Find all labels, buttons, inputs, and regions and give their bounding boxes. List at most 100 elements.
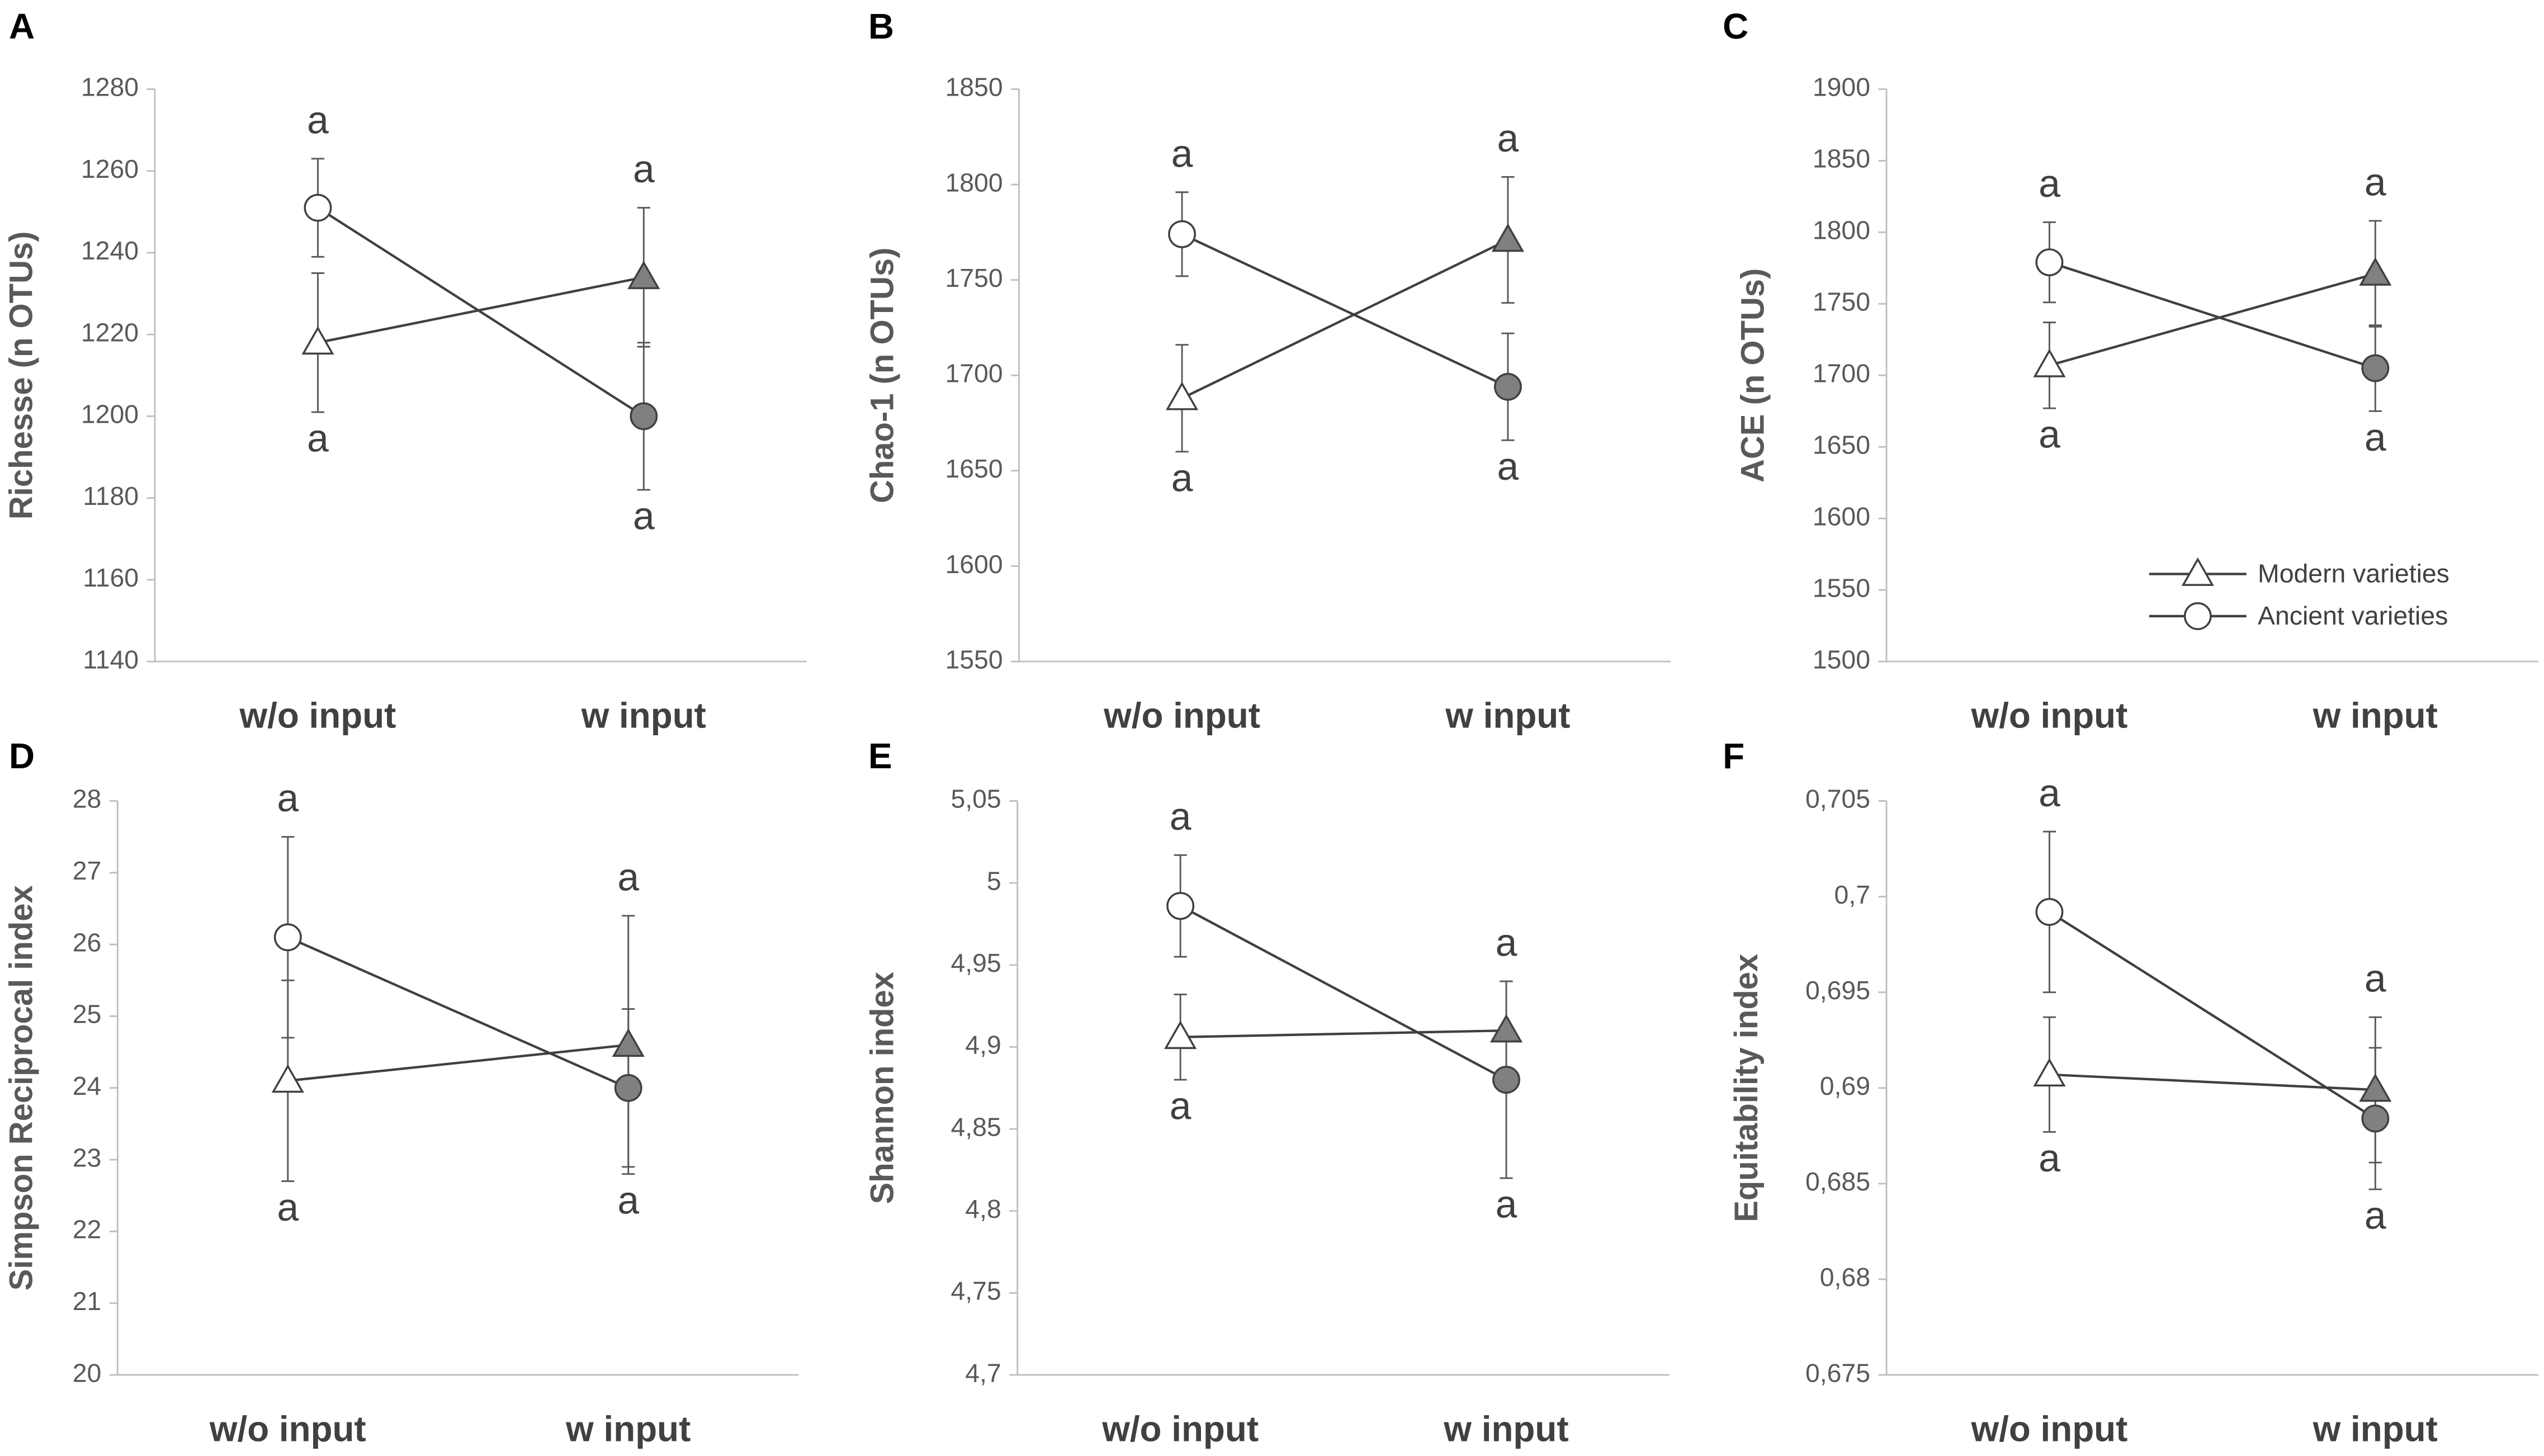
- marker-triangle: [627, 261, 660, 290]
- marker-triangle: [2359, 257, 2392, 286]
- annotation: a: [277, 1185, 299, 1229]
- marker-triangle: [301, 326, 334, 355]
- y-tick-label: 4,95: [951, 948, 1001, 977]
- y-tick-label: 1600: [945, 550, 1003, 579]
- marker-triangle: [2359, 1073, 2392, 1102]
- y-tick-label: 4,75: [951, 1277, 1001, 1306]
- annotation: a: [1496, 1183, 1517, 1226]
- y-tick-label: 1600: [1813, 502, 1870, 531]
- y-tick-label: 22: [73, 1215, 102, 1244]
- series-line: [2049, 911, 2376, 1120]
- y-tick-label: 23: [73, 1143, 102, 1172]
- annotation: a: [277, 776, 299, 820]
- y-tick-label: 0,7: [1834, 880, 1870, 909]
- marker-circle: [2183, 602, 2212, 630]
- y-axis-title: Shannon index: [864, 972, 900, 1204]
- y-tick-label: 4,8: [965, 1194, 1001, 1223]
- marker-circle: [630, 402, 658, 431]
- y-tick-label: 24: [73, 1071, 102, 1100]
- y-tick-label: 0,69: [1820, 1071, 1870, 1100]
- series-line: [317, 206, 645, 418]
- panel-letter: A: [9, 6, 35, 46]
- y-tick-label: 1800: [1813, 216, 1870, 245]
- marker-triangle: [2181, 557, 2214, 586]
- marker-circle: [1493, 372, 1522, 401]
- annotation: a: [307, 98, 329, 141]
- panel-letter: B: [868, 6, 894, 46]
- x-tick-label: w/o input: [1101, 1408, 1259, 1449]
- y-tick-label: 28: [73, 784, 102, 814]
- annotation: a: [2365, 160, 2386, 204]
- y-tick-label: 1220: [81, 318, 139, 347]
- y-tick-label: 20: [73, 1358, 102, 1387]
- marker-circle: [1492, 1066, 1520, 1094]
- y-tick-label: 27: [73, 856, 102, 885]
- y-tick-label: 1750: [945, 263, 1003, 292]
- marker-circle: [273, 923, 302, 952]
- y-tick-label: 25: [73, 1000, 102, 1029]
- annotation: a: [2039, 162, 2060, 205]
- marker-triangle: [1164, 1020, 1197, 1050]
- annotation: a: [617, 1178, 639, 1222]
- y-tick-label: 5,05: [951, 784, 1001, 814]
- legend-label: Ancient varieties: [2258, 601, 2448, 630]
- marker-circle: [2361, 354, 2390, 382]
- series-line: [1180, 905, 1507, 1081]
- y-tick-label: 0,705: [1805, 784, 1870, 814]
- marker-circle: [2035, 898, 2064, 926]
- y-tick-label: 1500: [1813, 645, 1870, 674]
- marker-circle: [1168, 220, 1197, 248]
- annotation: a: [2039, 771, 2060, 815]
- y-tick-label: 0,675: [1805, 1358, 1870, 1387]
- legend-label: Modern varieties: [2258, 559, 2450, 588]
- y-tick-label: 1140: [83, 645, 139, 674]
- series-line: [1181, 233, 1509, 388]
- marker-triangle: [271, 1064, 304, 1093]
- y-tick-label: 1260: [81, 154, 139, 183]
- annotation: a: [2365, 415, 2386, 459]
- x-tick-label: w/o input: [209, 1408, 366, 1449]
- y-tick-label: 1180: [83, 481, 139, 510]
- annotation: a: [307, 417, 329, 460]
- y-tick-label: 4,85: [951, 1112, 1001, 1141]
- y-tick-label: 1850: [945, 73, 1003, 102]
- marker-circle: [2035, 248, 2064, 277]
- y-tick-label: 1650: [945, 454, 1003, 483]
- y-tick-label: 1650: [1813, 431, 1870, 460]
- marker-triangle: [612, 1028, 645, 1057]
- x-tick-label: w input: [1445, 695, 1570, 735]
- annotation: a: [1497, 116, 1519, 160]
- y-tick-label: 1700: [1813, 359, 1870, 388]
- series-line: [287, 936, 629, 1089]
- x-tick-label: w/o input: [239, 695, 396, 735]
- annotation: a: [617, 855, 639, 899]
- marker-circle: [304, 193, 332, 222]
- panel-letter: E: [868, 736, 892, 776]
- y-tick-label: 1240: [81, 236, 139, 265]
- y-axis-title: Simpson Reciprocal index: [3, 885, 39, 1290]
- y-tick-label: 0,68: [1820, 1263, 1870, 1292]
- marker-triangle: [1489, 1014, 1523, 1043]
- y-tick-label: 1550: [1813, 573, 1870, 602]
- marker-circle: [614, 1074, 642, 1102]
- y-tick-label: 1700: [945, 359, 1003, 388]
- y-tick-label: 0,685: [1805, 1167, 1870, 1196]
- marker-triangle: [2033, 1058, 2066, 1087]
- y-tick-label: 1160: [83, 563, 139, 592]
- panel-letter: D: [9, 736, 35, 776]
- y-axis-title: Chao-1 (n OTUs): [864, 248, 900, 503]
- y-axis-title: Equitability index: [1729, 954, 1765, 1222]
- x-tick-label: w input: [581, 695, 706, 735]
- annotation: a: [1496, 921, 1517, 965]
- x-tick-label: w input: [2313, 695, 2438, 735]
- y-tick-label: 1550: [945, 645, 1003, 674]
- x-tick-label: w input: [2313, 1408, 2438, 1449]
- annotation: a: [2039, 1136, 2060, 1180]
- y-tick-label: 1750: [1813, 287, 1870, 316]
- series-line: [2049, 272, 2376, 367]
- x-tick-label: w input: [1443, 1408, 1568, 1449]
- annotation: a: [633, 147, 655, 191]
- annotation: a: [2365, 1194, 2386, 1237]
